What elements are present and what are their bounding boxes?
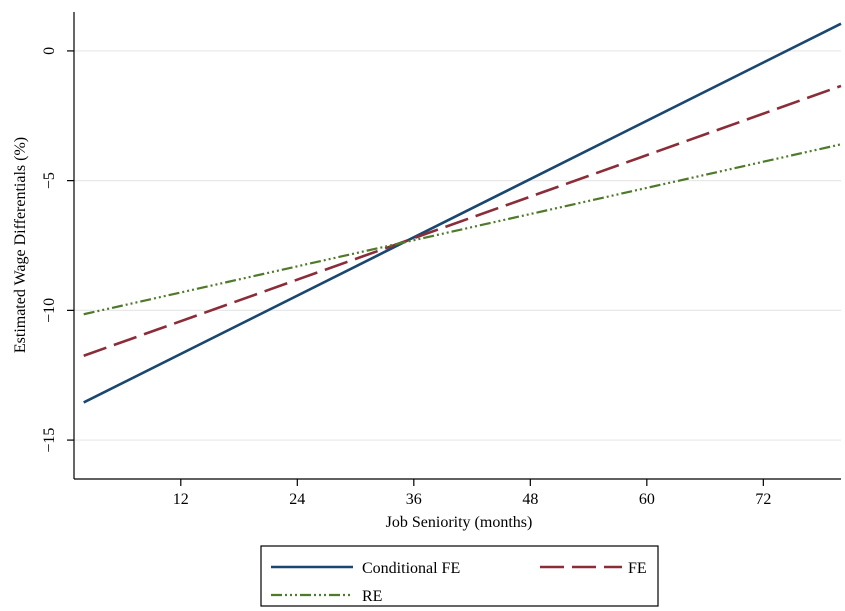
y-axis-title: Estimated Wage Differentials (%) xyxy=(12,137,29,353)
axes xyxy=(73,12,841,480)
legend-box xyxy=(260,545,659,607)
x-tick-label: 60 xyxy=(639,491,655,508)
y-tick-label: −15 xyxy=(41,428,58,453)
gridlines xyxy=(74,50,841,441)
x-tick-label: 24 xyxy=(289,491,305,508)
x-axis-ticks: 12 24 36 48 60 72 xyxy=(173,479,771,508)
y-axis-ticks: 0 −5 −10 −15 xyxy=(41,47,74,453)
x-tick-label: 12 xyxy=(173,491,189,508)
x-tick-label: 36 xyxy=(406,491,422,508)
series-lines xyxy=(83,22,842,404)
x-axis-title: Job Seniority (months) xyxy=(386,514,533,531)
x-tick-label: 72 xyxy=(755,491,771,508)
legend-label: RE xyxy=(362,588,382,605)
legend-label: FE xyxy=(628,560,647,577)
y-tick-label: 0 xyxy=(41,47,58,55)
y-tick-label: −5 xyxy=(41,172,58,189)
legend: Conditional FE FE RE xyxy=(260,545,659,607)
series-line-fe xyxy=(83,84,842,357)
legend-label: Conditional FE xyxy=(362,560,460,577)
series-line-re xyxy=(83,143,842,316)
x-tick-label: 48 xyxy=(522,491,538,508)
series-line-conditional-fe xyxy=(83,22,842,404)
y-tick-label: −10 xyxy=(41,298,58,323)
